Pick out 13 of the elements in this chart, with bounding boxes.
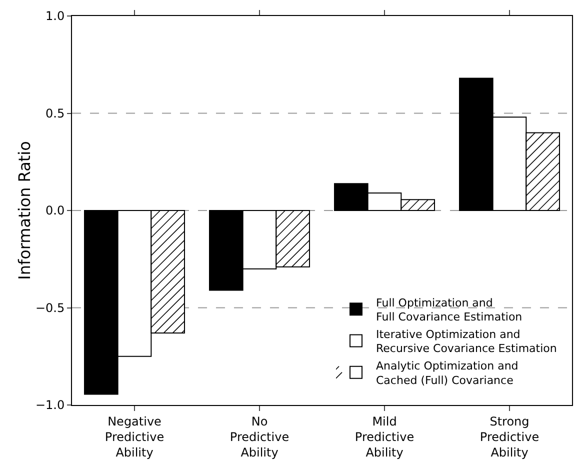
x-tick-label: Negative Predictive Ability	[104, 414, 164, 460]
y-tick-label: 0.5	[46, 106, 65, 120]
y-tick-label: 1.0	[46, 9, 65, 24]
legend-label: Full Optimization and Full Covariance Estimation	[376, 296, 522, 324]
y-tick-label: −1.0	[35, 398, 65, 412]
x-tick-label: Mild Predictive Ability	[354, 414, 414, 460]
legend-label: Analytic Optimization and Cached (Full) Covariance	[376, 359, 518, 387]
x-tick-label: No Predictive Ability	[230, 414, 290, 460]
y-tick-label: 0.0	[46, 204, 65, 218]
y-axis-title: Information Ratio	[15, 141, 34, 280]
x-tick-label: Strong Predictive Ability	[480, 414, 540, 460]
legend-label: Iterative Optimization and Recursive Covariance Estimation	[376, 328, 557, 356]
y-tick-label: −0.5	[35, 300, 65, 315]
